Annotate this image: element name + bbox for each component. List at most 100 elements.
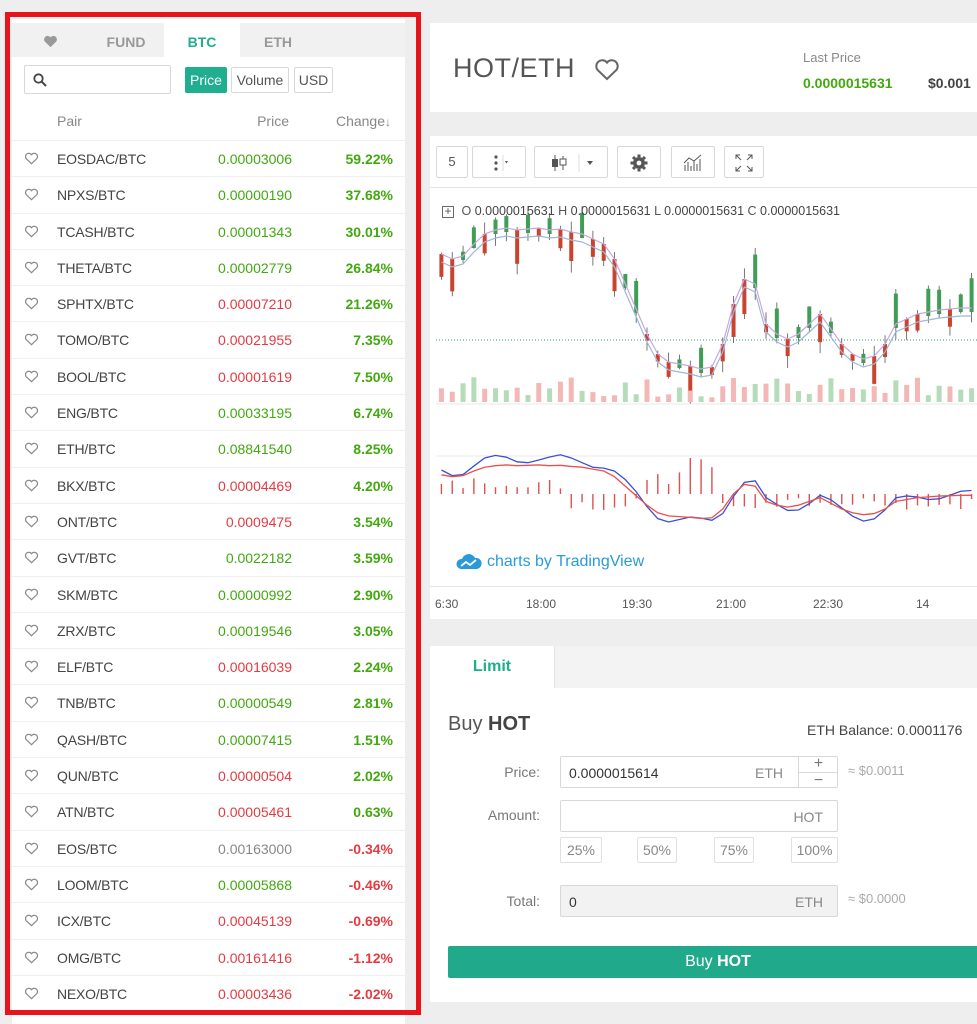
pair-price: 0.00000190 <box>218 187 292 204</box>
column-pair[interactable]: Pair <box>57 113 82 129</box>
heart-outline-icon[interactable] <box>24 551 39 564</box>
heart-outline-icon[interactable] <box>24 479 39 492</box>
percent-50-button[interactable]: 50% <box>637 837 677 863</box>
heart-outline-icon[interactable] <box>24 588 39 601</box>
heart-outline-icon[interactable] <box>24 769 39 782</box>
macd-bar <box>873 494 875 502</box>
heart-outline-icon[interactable] <box>24 152 39 165</box>
tab-limit[interactable]: Limit <box>430 646 555 688</box>
market-row[interactable]: ONT/BTC 0.0009475 3.54% <box>12 502 405 539</box>
interval-button[interactable]: 5 <box>436 146 468 178</box>
search-input[interactable] <box>51 68 166 91</box>
toggle-price[interactable]: Price <box>185 67 227 93</box>
market-row[interactable]: QASH/BTC 0.00007415 1.51% <box>12 720 405 757</box>
tab-fund[interactable]: FUND <box>106 34 146 50</box>
heart-outline-icon[interactable] <box>24 333 39 347</box>
market-row[interactable]: EOSDAC/BTC 0.00003006 59.22% <box>12 140 405 176</box>
candle-body <box>926 288 931 316</box>
market-tabs: FUND BTC ETH <box>12 23 405 57</box>
price-field[interactable]: 0.0000015614 ETH <box>560 756 838 788</box>
candle-body <box>958 294 963 312</box>
interval-dropdown[interactable] <box>472 146 526 178</box>
fullscreen-button[interactable] <box>724 146 764 178</box>
market-row[interactable]: ENG/BTC 0.00033195 6.74% <box>12 394 405 430</box>
heart-outline-icon[interactable] <box>24 370 39 383</box>
macd-bar <box>960 494 962 510</box>
market-row[interactable]: BKX/BTC 0.00004469 4.20% <box>12 466 405 503</box>
heart-outline-icon[interactable] <box>24 914 39 927</box>
market-row[interactable]: TOMO/BTC 0.00021955 7.35% <box>12 321 405 357</box>
favorite-heart-icon[interactable] <box>594 58 620 81</box>
market-row[interactable]: TNB/BTC 0.00000549 2.81% <box>12 684 405 720</box>
macd-bar <box>527 487 529 494</box>
volume-bar <box>601 396 607 402</box>
market-row[interactable]: NEXO/BTC 0.00003436 -2.02% <box>12 974 405 1011</box>
tradingview-watermark[interactable]: charts by TradingView <box>455 553 644 571</box>
heart-outline-icon[interactable] <box>24 878 39 891</box>
pair-price: 0.00002779 <box>218 259 292 276</box>
market-row[interactable]: TCASH/BTC 0.00001343 30.01% <box>12 212 405 249</box>
market-row[interactable]: ATN/BTC 0.00005461 0.63% <box>12 793 405 829</box>
tab-favorites[interactable] <box>12 23 88 57</box>
heart-outline-icon[interactable] <box>24 842 39 855</box>
heart-outline-icon[interactable] <box>24 261 39 274</box>
market-row[interactable]: SPHTX/BTC 0.00007210 21.26% <box>12 285 405 321</box>
tab-btc[interactable]: BTC <box>164 23 240 57</box>
percent-100-button[interactable]: 100% <box>791 837 838 863</box>
ohlc-toggle-icon[interactable]: + <box>442 205 454 218</box>
heart-outline-icon[interactable] <box>24 515 39 528</box>
market-row[interactable]: GVT/BTC 0.0022182 3.59% <box>12 539 405 575</box>
market-row[interactable]: EOS/BTC 0.00163000 -0.34% <box>12 829 405 866</box>
candle-body <box>947 309 952 327</box>
pair-name: BOOL/BTC <box>57 368 127 385</box>
price-input[interactable]: 0.0000015614 <box>569 765 659 781</box>
market-row[interactable]: ZRX/BTC 0.00019546 3.05% <box>12 611 405 648</box>
buy-button[interactable]: Buy HOT <box>448 946 977 978</box>
heart-outline-icon[interactable] <box>24 624 39 637</box>
market-row[interactable]: LOOM/BTC 0.00005868 -0.46% <box>12 865 405 902</box>
pair-change: 2.02% <box>353 768 393 785</box>
market-row[interactable]: QUN/BTC 0.00000504 2.02% <box>12 757 405 793</box>
chart-settings-button[interactable] <box>617 146 661 178</box>
market-row[interactable]: ICX/BTC 0.00045139 -0.69% <box>12 902 405 938</box>
heart-outline-icon[interactable] <box>24 733 39 746</box>
volume-bar <box>925 395 931 402</box>
heart-outline-icon[interactable] <box>24 225 39 238</box>
market-row[interactable]: NPXS/BTC 0.00000190 37.68% <box>12 176 405 212</box>
heart-outline-icon[interactable] <box>24 297 39 310</box>
pair-price: 0.08841540 <box>218 441 292 458</box>
market-row[interactable]: ETH/BTC 0.08841540 8.25% <box>12 430 405 466</box>
heart-outline-icon[interactable] <box>24 660 39 673</box>
volume-bar <box>514 387 520 402</box>
heart-outline-icon[interactable] <box>24 188 39 201</box>
market-row[interactable]: BOOL/BTC 0.00001619 7.50% <box>12 357 405 394</box>
percent-25-button[interactable]: 25% <box>560 837 602 863</box>
column-price[interactable]: Price <box>257 113 289 129</box>
total-field[interactable]: 0 ETH <box>560 885 838 917</box>
heart-outline-icon[interactable] <box>24 951 39 964</box>
price-decrement-button[interactable]: − <box>799 772 838 789</box>
heart-outline-icon[interactable] <box>24 442 39 455</box>
heart-outline-icon[interactable] <box>24 696 39 709</box>
price-chart[interactable] <box>436 188 977 586</box>
market-row[interactable]: ELF/BTC 0.00016039 2.24% <box>12 648 405 684</box>
price-increment-button[interactable]: + <box>813 755 824 772</box>
toggle-usd[interactable]: USD <box>294 67 333 93</box>
market-row[interactable]: OMG/BTC 0.00161416 -1.12% <box>12 938 405 975</box>
tab-eth[interactable]: ETH <box>264 34 292 50</box>
chart-type-dropdown[interactable] <box>534 146 608 178</box>
market-row[interactable]: THETA/BTC 0.00002779 26.84% <box>12 248 405 285</box>
market-row[interactable]: SKM/BTC 0.00000992 2.90% <box>12 575 405 612</box>
toggle-volume[interactable]: Volume <box>231 67 289 93</box>
heart-outline-icon[interactable] <box>24 987 39 1000</box>
macd-bar <box>462 488 464 494</box>
heart-outline-icon[interactable] <box>24 805 39 818</box>
percent-75-button[interactable]: 75% <box>714 837 754 863</box>
amount-field[interactable]: HOT <box>560 800 838 832</box>
heart-outline-icon[interactable] <box>24 406 39 419</box>
candle-body <box>504 216 509 232</box>
column-change[interactable]: Change↓ <box>336 113 391 129</box>
candle-body <box>493 219 498 234</box>
indicators-button[interactable] <box>671 146 715 178</box>
volume-bar <box>482 388 488 402</box>
